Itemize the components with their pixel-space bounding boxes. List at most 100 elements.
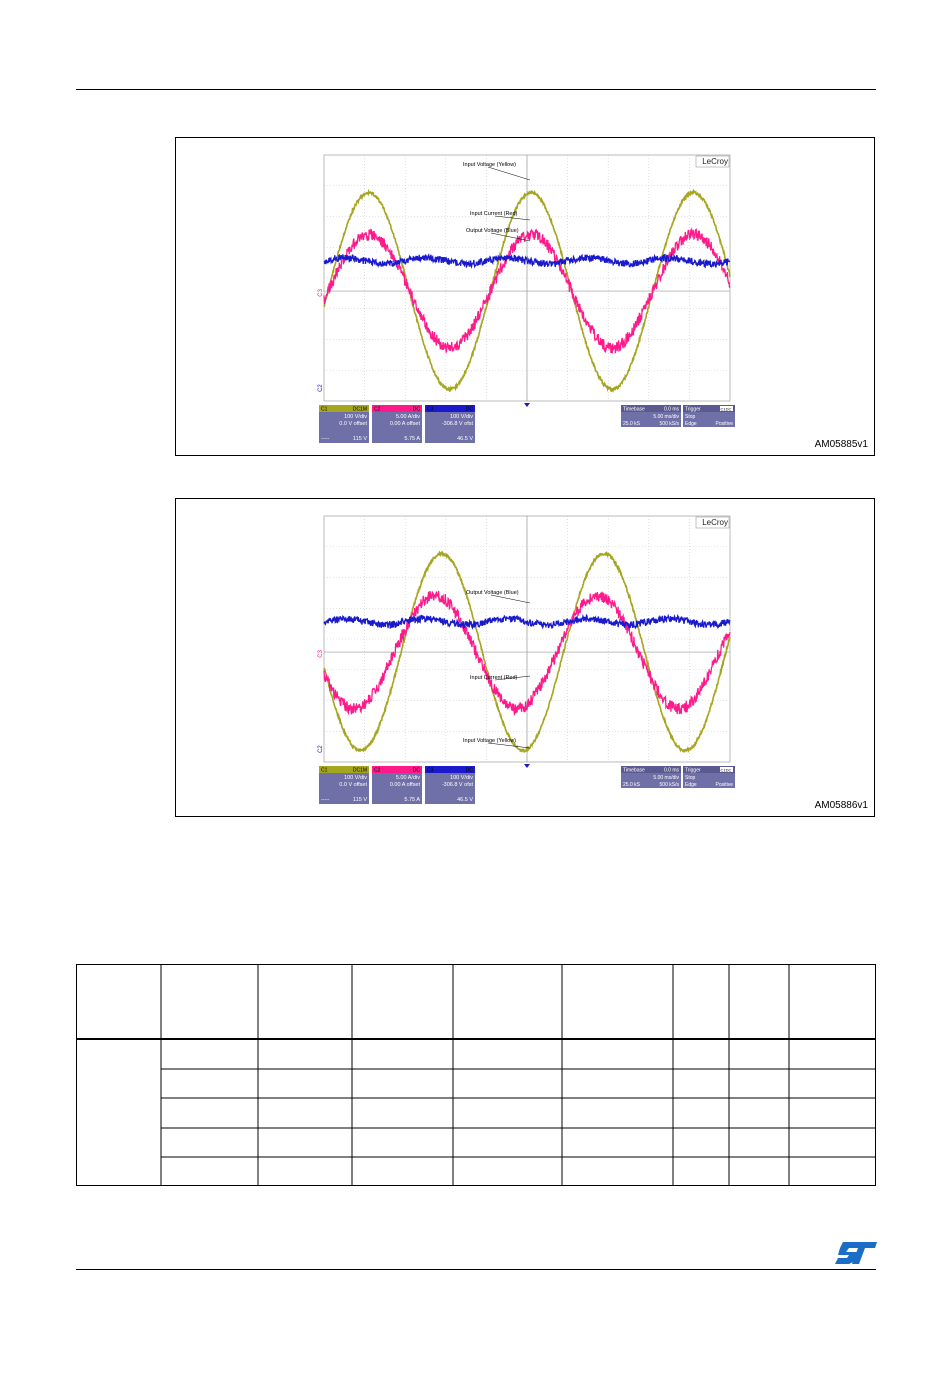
svg-text:Stop: Stop — [685, 775, 696, 781]
svg-text:Trigger: Trigger — [685, 407, 701, 413]
svg-text:C1DC: C1DC — [721, 406, 732, 411]
svg-text:Timebase: Timebase — [623, 768, 645, 774]
brand-label: LeCroy — [702, 518, 728, 527]
figure-id: AM05885v1 — [814, 439, 868, 450]
svg-text:Output Voltage (Blue): Output Voltage (Blue) — [466, 590, 519, 596]
scope-grid — [323, 515, 731, 763]
svg-text:Timebase: Timebase — [623, 407, 645, 413]
oscilloscope-figure-2: LeCroy Output Voltage (Blue) Input Current… — [175, 498, 875, 817]
svg-text:C1: C1 — [321, 768, 328, 774]
trigger-marker — [524, 764, 530, 768]
oscilloscope-screen: LeCroy Output Voltage (Blue) Input Current… — [318, 515, 735, 804]
svg-text:0.0 V offset: 0.0 V offset — [339, 421, 367, 427]
svg-text:Output Voltage (Blue): Output Voltage (Blue) — [466, 228, 519, 234]
svg-text:100 V/div: 100 V/div — [344, 775, 367, 781]
input-current-trace — [323, 227, 731, 354]
svg-text:Input Voltage (Yellow): Input Voltage (Yellow) — [463, 738, 516, 744]
annotation-label: Output Voltage (Blue) — [466, 228, 531, 242]
svg-text:Trigger: Trigger — [685, 768, 701, 774]
svg-text:-----: ----- — [321, 436, 330, 442]
svg-text:Input Current (Red): Input Current (Red) — [470, 675, 518, 681]
svg-text:C1: C1 — [321, 407, 328, 413]
svg-text:5.00 ms/div: 5.00 ms/div — [653, 775, 679, 781]
svg-text:DC: DC — [466, 407, 474, 413]
annotation-label: Input Voltage (Yellow) — [463, 738, 531, 749]
svg-text:0.0 V offset: 0.0 V offset — [339, 782, 367, 788]
svg-text:5.00 A/div: 5.00 A/div — [396, 775, 420, 781]
channel-marker: C3 — [318, 288, 324, 296]
svg-text:DC: DC — [413, 768, 421, 774]
annotation-label: Output Voltage (Blue) — [466, 590, 531, 604]
svg-text:C2: C2 — [374, 407, 381, 413]
svg-text:100 V/div: 100 V/div — [344, 414, 367, 420]
svg-text:-306.8 V ofst: -306.8 V ofst — [442, 421, 474, 427]
svg-text:46.5 V: 46.5 V — [457, 797, 473, 803]
svg-text:25.0 kS: 25.0 kS — [623, 421, 641, 427]
svg-text:DC: DC — [413, 407, 421, 413]
figure-id: AM05886v1 — [814, 800, 868, 811]
output-voltage-trace — [323, 252, 731, 269]
svg-text:500 kS/s: 500 kS/s — [660, 421, 680, 427]
svg-text:-306.8 V ofst: -306.8 V ofst — [442, 782, 474, 788]
annotation-label: Input Current (Red) — [470, 675, 531, 681]
svg-text:Positive: Positive — [715, 782, 733, 788]
svg-text:Edge: Edge — [685, 782, 697, 788]
svg-text:Positive: Positive — [715, 421, 733, 427]
svg-text:Input Current (Red): Input Current (Red) — [470, 211, 518, 217]
svg-text:DC: DC — [466, 768, 474, 774]
annotation-label: Input Current (Red) — [470, 211, 531, 221]
input-current-trace — [323, 590, 731, 716]
svg-text:0.0 ms: 0.0 ms — [664, 768, 680, 774]
annotation-label: Input Voltage (Yellow) — [463, 162, 531, 181]
header-rule — [76, 89, 876, 90]
channel-marker: C3 — [318, 649, 324, 657]
svg-text:DC1M: DC1M — [353, 768, 367, 774]
svg-text:100 V/div: 100 V/div — [450, 414, 473, 420]
svg-text:5.00 A/div: 5.00 A/div — [396, 414, 420, 420]
st-logo: ST — [835, 1242, 877, 1264]
footer-rule — [76, 1269, 876, 1270]
svg-text:5.00 ms/div: 5.00 ms/div — [653, 414, 679, 420]
svg-text:C2: C2 — [374, 768, 381, 774]
waveforms — [323, 550, 731, 754]
svg-text:100 V/div: 100 V/div — [450, 775, 473, 781]
table-grid — [77, 965, 875, 1185]
svg-text:0.00 A offset: 0.00 A offset — [390, 782, 421, 788]
svg-text:5.75 A: 5.75 A — [404, 797, 420, 803]
channel-marker: C2 — [318, 745, 324, 753]
trigger-marker — [524, 403, 530, 407]
timebase-panel: Timebase 0.0 ms5.00 ms/div 25.0 kS 500 kS/s — [621, 766, 681, 788]
input-voltage-trace — [323, 550, 731, 754]
svg-text:115 V: 115 V — [353, 436, 367, 442]
svg-text:Stop: Stop — [685, 414, 696, 420]
oscilloscope-screen: LeCroy Input Voltage (Yellow) Input Curren… — [318, 154, 735, 443]
svg-text:500 kS/s: 500 kS/s — [660, 782, 680, 788]
brand-label: LeCroy — [702, 157, 728, 166]
svg-text:46.5 V: 46.5 V — [457, 436, 473, 442]
scope-grid — [323, 154, 731, 402]
svg-text:DC1M: DC1M — [353, 407, 367, 413]
svg-text:C3: C3 — [427, 768, 434, 774]
timebase-panel: Timebase 0.0 ms5.00 ms/div 25.0 kS 500 kS/s — [621, 405, 681, 427]
svg-text:-----: ----- — [321, 797, 330, 803]
svg-text:0.0 ms: 0.0 ms — [664, 407, 680, 413]
channel-marker: C2 — [318, 384, 324, 392]
svg-text:0.00 A offset: 0.00 A offset — [390, 421, 421, 427]
svg-text:25.0 kS: 25.0 kS — [623, 782, 641, 788]
svg-text:Input Voltage (Yellow): Input Voltage (Yellow) — [463, 162, 516, 168]
svg-text:C3: C3 — [427, 407, 434, 413]
output-voltage-trace — [323, 613, 731, 630]
svg-text:Edge: Edge — [685, 421, 697, 427]
svg-text:115 V: 115 V — [353, 797, 367, 803]
svg-text:5.75 A: 5.75 A — [404, 436, 420, 442]
waveforms — [323, 188, 731, 394]
data-table — [76, 964, 876, 1186]
